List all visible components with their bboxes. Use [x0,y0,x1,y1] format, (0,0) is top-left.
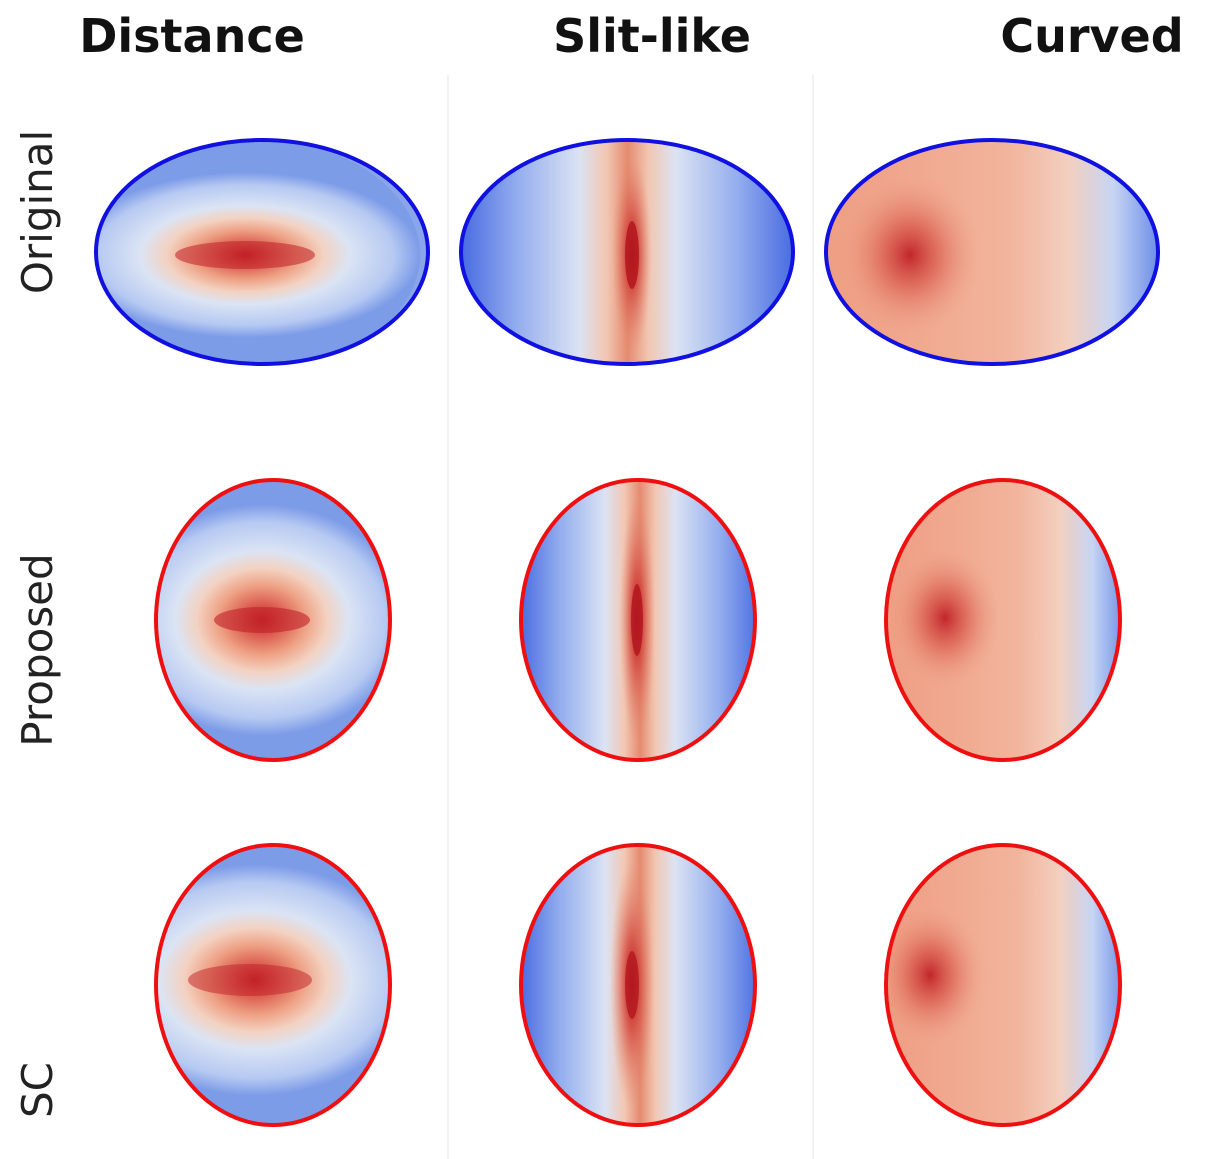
column-title-distance: Distance [79,9,305,63]
row-title-proposed: Proposed [13,553,62,746]
column-title-slit-like: Slit-like [553,9,751,63]
outline-original [459,138,795,366]
outline-sc [154,843,392,1127]
panel-original-curved [824,138,1160,366]
outline-proposed [154,478,392,762]
panel-original-distance [94,138,430,366]
outline-proposed [884,478,1122,762]
outline-sc [519,843,757,1127]
panel-proposed-distance [154,478,392,762]
panel-proposed-slit-like [519,478,757,762]
panel-sc-slit-like [519,843,757,1127]
outline-original [824,138,1160,366]
outline-sc [884,843,1122,1127]
row-title-original: Original [13,130,62,294]
panel-sc-curved [884,843,1122,1127]
panel-original-slit-like [459,138,795,366]
panel-sc-distance [154,843,392,1127]
panel-proposed-curved [884,478,1122,762]
row-title-sc: SC [13,1062,62,1118]
outline-proposed [519,478,757,762]
column-title-curved: Curved [1000,9,1183,63]
outline-original [94,138,430,366]
